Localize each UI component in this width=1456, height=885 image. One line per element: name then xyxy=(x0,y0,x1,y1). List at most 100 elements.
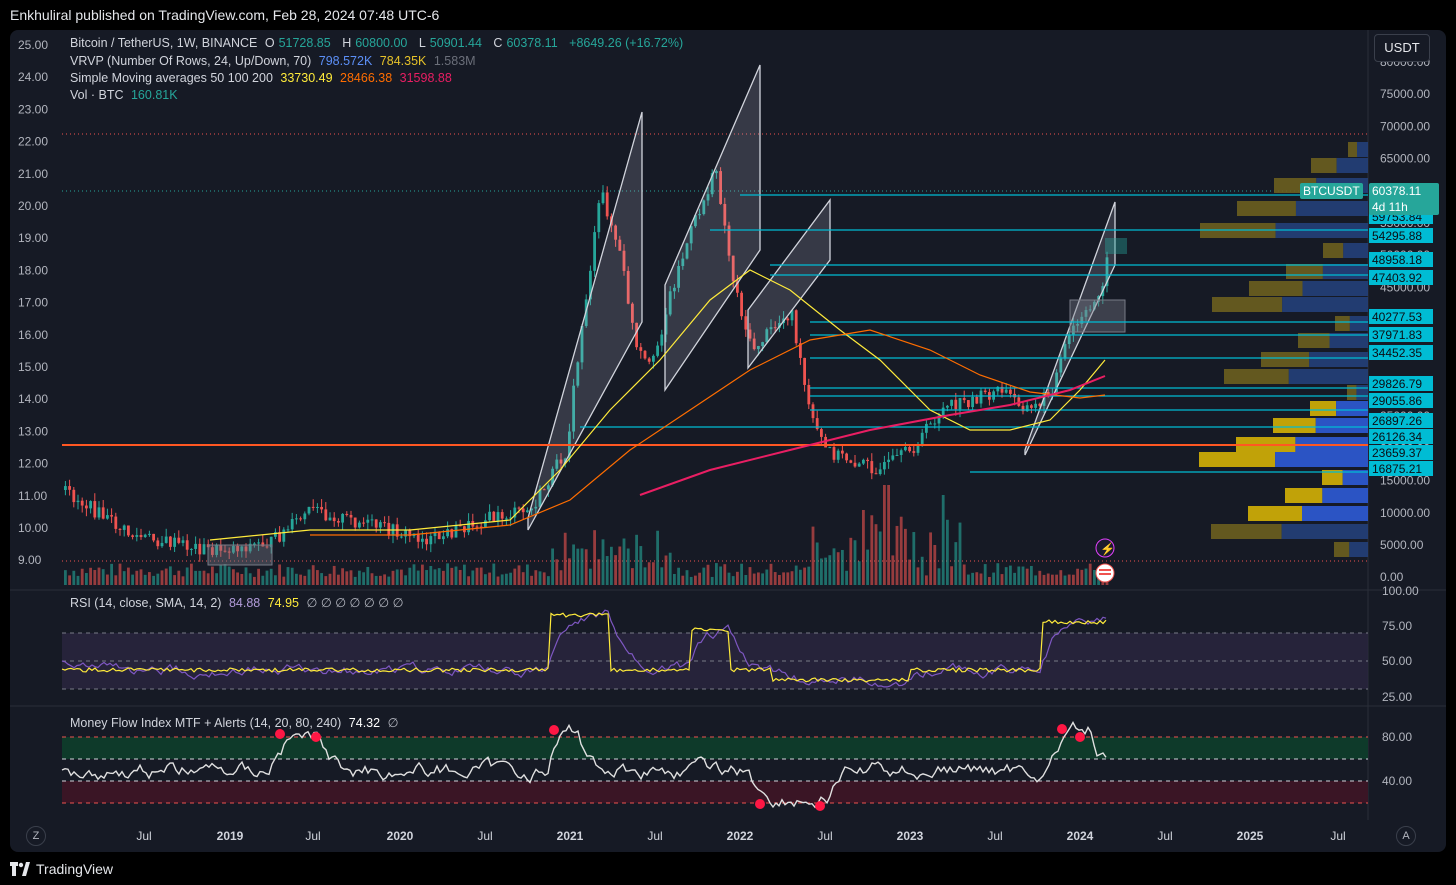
level-tag-label: 40277.53 xyxy=(1372,310,1422,324)
volume-bar xyxy=(563,532,567,585)
trend-channels[interactable] xyxy=(207,64,1127,566)
support-levels[interactable] xyxy=(62,194,1368,473)
rsi-line xyxy=(61,609,1107,688)
volume-bar xyxy=(1088,563,1092,585)
candle-body xyxy=(211,547,214,555)
candle-body xyxy=(1004,389,1008,393)
candle-body xyxy=(538,489,542,507)
candle-body xyxy=(878,469,882,475)
candle-body xyxy=(370,519,374,521)
currency-button[interactable]: USDT xyxy=(1374,34,1430,62)
volume-bar xyxy=(135,570,139,585)
candle-body xyxy=(967,400,970,408)
candle-body xyxy=(933,423,937,425)
vrvp-up-bar xyxy=(1295,201,1368,216)
left-axis[interactable]: 25.00 24.00 23.00 22.00 21.00 20.00 19.00 18.00… xyxy=(18,38,48,567)
mfi-legend[interactable]: Money Flow Index MTF + Alerts (14, 20, 8… xyxy=(70,716,399,730)
candle-body xyxy=(169,536,172,547)
candle-body xyxy=(530,508,533,511)
candle-body xyxy=(727,225,731,256)
volume-bar xyxy=(127,567,130,585)
mfi-overbought-band xyxy=(62,737,1368,759)
candle-body xyxy=(832,447,836,460)
volume-bar xyxy=(198,570,202,585)
candle-body xyxy=(996,386,1000,392)
level-tag-label: 26126.34 xyxy=(1372,430,1422,444)
flash-event-icon[interactable] xyxy=(1095,538,1115,558)
volume-bar xyxy=(215,573,218,585)
volume-bar xyxy=(975,572,979,585)
volume-bar xyxy=(232,569,235,585)
candle-body xyxy=(962,398,966,401)
candle-body xyxy=(505,518,508,520)
mfi-axis-label: 40.00 xyxy=(1382,774,1412,788)
price-axis-label: 5000.00 xyxy=(1380,538,1424,552)
level-tag-label: 29826.79 xyxy=(1372,377,1422,391)
candle-body xyxy=(925,423,928,433)
volume-bar xyxy=(467,576,470,585)
volume-bar xyxy=(379,575,382,585)
candle-body xyxy=(337,521,340,523)
candle-body xyxy=(941,407,945,416)
candle-body xyxy=(139,535,143,538)
volume-bar xyxy=(694,575,697,585)
volume-profile xyxy=(1199,142,1368,557)
zoom-button[interactable]: Z xyxy=(26,826,46,846)
rsi-sma-line xyxy=(61,612,1107,683)
time-axis-label: Jul xyxy=(1157,829,1172,843)
volume-legend[interactable]: Vol · BTC 160.81K xyxy=(70,88,178,102)
candle-body xyxy=(647,358,651,362)
candle-body xyxy=(135,535,139,537)
candle-body xyxy=(769,327,773,330)
volume-bar xyxy=(647,562,651,585)
volume-bar xyxy=(773,572,777,585)
volume-bar xyxy=(307,569,311,585)
vrvp-down-bar xyxy=(1310,401,1337,416)
volume-bar xyxy=(425,570,428,585)
volume-bar xyxy=(362,572,365,585)
volume-bar xyxy=(715,563,718,585)
vrvp-legend[interactable]: VRVP (Number Of Rows, 24, Up/Down, 70) 7… xyxy=(70,54,476,68)
time-axis[interactable]: Jul 2019 Jul 2020 Jul 2021 Jul 2022 Jul 2023 Jul 20… xyxy=(136,829,1345,843)
sma-legend[interactable]: Simple Moving averages 50 100 200 33730.… xyxy=(70,71,452,85)
candle-body xyxy=(597,203,601,233)
volume-bar xyxy=(194,570,197,585)
candle-body xyxy=(85,505,88,509)
candle-body xyxy=(555,459,559,469)
volume-bar xyxy=(958,522,962,585)
auto-scale-button[interactable]: A xyxy=(1396,826,1416,846)
volume-bar xyxy=(286,567,290,585)
volume-bar xyxy=(164,568,168,585)
volume-bar xyxy=(1021,566,1025,585)
volume-bar xyxy=(845,570,848,585)
candle-body xyxy=(311,506,315,508)
candle-body xyxy=(341,513,344,523)
candle-body xyxy=(332,517,336,522)
candle-body xyxy=(484,520,487,527)
candle-body xyxy=(97,507,101,518)
candle-body xyxy=(803,357,806,385)
level-tag-bg xyxy=(1369,327,1433,342)
volume-bar xyxy=(1009,565,1012,585)
volume-bar xyxy=(173,575,176,585)
volume-bar xyxy=(950,566,953,585)
chart-frame[interactable]: 80000.0075000.0070000.0065000.0060000.00… xyxy=(10,30,1446,852)
volume-bar xyxy=(463,564,466,585)
candle-body xyxy=(202,544,206,555)
chart-canvas[interactable]: 80000.0075000.0070000.0065000.0060000.00… xyxy=(10,30,1446,852)
volume-bar xyxy=(769,563,773,585)
rsi-axis-label: 25.00 xyxy=(1382,690,1412,704)
symbol-legend[interactable]: Bitcoin / TetherUS, 1W, BINANCE O 51728.8… xyxy=(70,36,684,50)
candle-body xyxy=(778,323,781,328)
candle-body xyxy=(450,529,454,538)
candle-body xyxy=(286,529,290,531)
left-axis-label: 14.00 xyxy=(18,392,48,406)
candle-body xyxy=(534,506,538,509)
volume-bar xyxy=(383,574,386,585)
candle-body xyxy=(757,346,760,350)
candle-body xyxy=(954,399,958,410)
rsi-legend[interactable]: RSI (14, close, SMA, 14, 2) 84.88 74.95 … xyxy=(70,596,404,610)
volume-bar xyxy=(643,567,647,585)
left-axis-label: 12.00 xyxy=(18,457,48,471)
volume-bar xyxy=(1067,574,1071,585)
